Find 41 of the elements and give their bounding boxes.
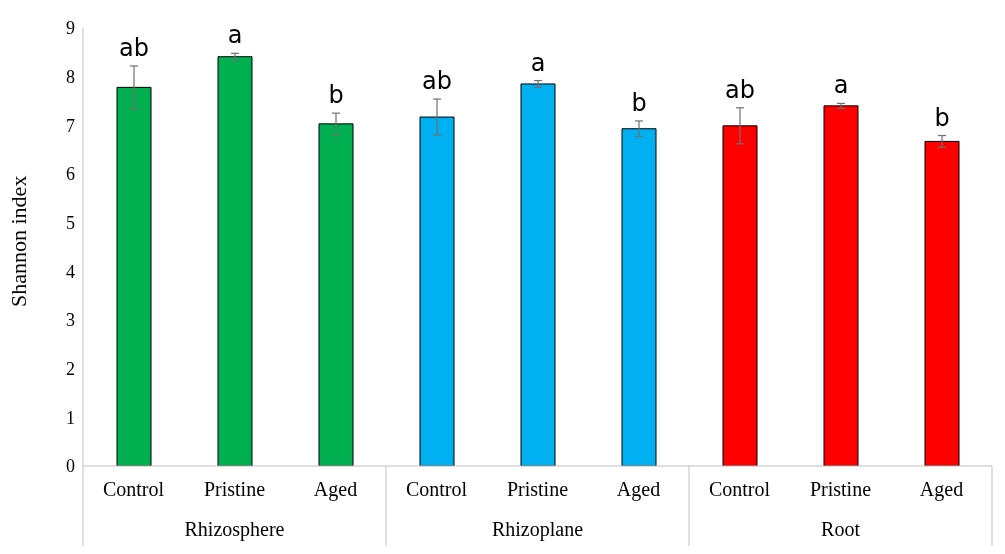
data-label: ab xyxy=(422,67,452,96)
y-tick-label: 3 xyxy=(66,310,75,331)
y-tick-label: 0 xyxy=(66,456,75,477)
x-tick-label: Aged xyxy=(313,478,358,502)
y-tick-label: 9 xyxy=(66,18,75,39)
bar xyxy=(116,86,152,466)
bar xyxy=(217,56,253,466)
x-tick-label: Aged xyxy=(616,478,661,502)
y-tick-label: 5 xyxy=(66,213,75,234)
y-tick-label: 7 xyxy=(66,115,75,136)
x-tick-label: Pristine xyxy=(203,478,266,501)
text: Rhizosphere xyxy=(184,518,285,541)
data-label: a xyxy=(530,48,546,77)
data-label: a xyxy=(227,21,243,50)
y-tick-label: 1 xyxy=(66,407,75,428)
bar xyxy=(722,125,758,466)
data-label: b xyxy=(934,103,950,132)
x-tick-label: Pristine xyxy=(809,478,872,501)
bar xyxy=(621,128,657,466)
text: Root xyxy=(821,518,861,540)
y-tick-label: 6 xyxy=(66,164,75,185)
bar xyxy=(823,105,859,466)
x-tick-label: Pristine xyxy=(506,478,569,501)
data-label: b xyxy=(631,88,647,117)
x-tick-label: Control xyxy=(102,478,165,501)
y-tick-label: 2 xyxy=(66,359,75,380)
data-label: ab xyxy=(119,33,149,62)
bar xyxy=(419,116,455,466)
x-tick-label: Control xyxy=(708,478,771,501)
y-tick-label: 4 xyxy=(66,261,75,282)
bar xyxy=(318,123,354,466)
data-label: ab xyxy=(725,75,755,104)
bar xyxy=(520,83,556,466)
text: Rhizoplane xyxy=(491,518,584,541)
x-tick-label: Control xyxy=(405,478,468,501)
y-axis-title: Shannon index xyxy=(5,175,31,307)
bar xyxy=(924,140,960,466)
x-tick-label: Aged xyxy=(919,478,964,502)
y-tick-label: 8 xyxy=(66,67,75,88)
data-label: b xyxy=(328,81,344,110)
data-label: a xyxy=(833,71,849,100)
